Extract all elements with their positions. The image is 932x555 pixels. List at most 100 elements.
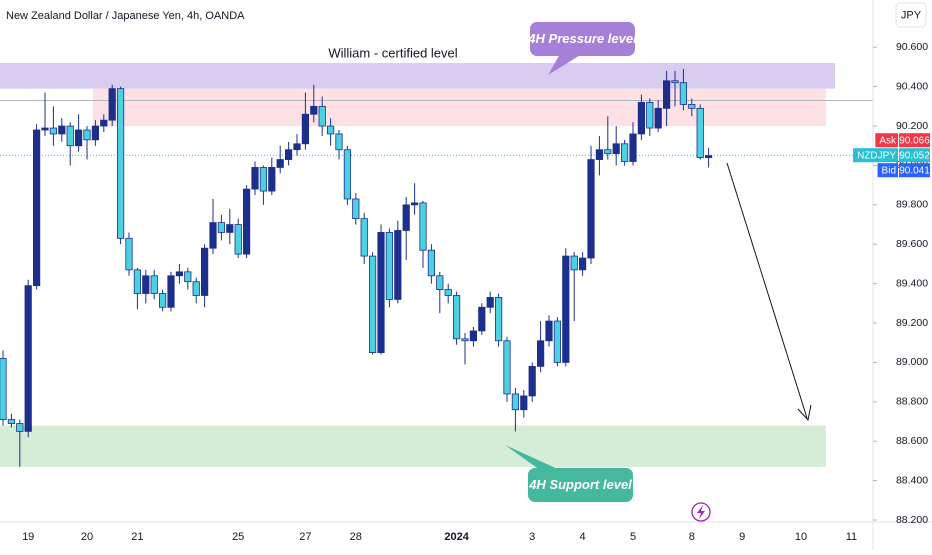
zone-label: William - certified level (328, 45, 457, 60)
candle-body (528, 365, 536, 397)
candle-body (503, 340, 511, 395)
y-tick-label: 88.400 (896, 474, 928, 486)
candle-body (368, 255, 377, 353)
x-tick-label: 3 (529, 531, 535, 543)
candle-body (621, 143, 629, 162)
candle-body (646, 102, 654, 129)
callout-text: 4H Pressure level (527, 31, 637, 46)
candle-body (58, 125, 66, 135)
arrow-head (797, 404, 812, 422)
y-tick-label: 88.800 (896, 396, 928, 408)
x-tick-label: 11 (846, 531, 857, 543)
candle-body (75, 129, 83, 147)
candle-body (100, 119, 108, 127)
zone (0, 63, 835, 89)
price-value: 90.041 (899, 165, 930, 176)
callout-pointer (548, 54, 582, 75)
candle-body (293, 143, 301, 151)
x-tick-label: 21 (131, 531, 143, 543)
currency-label[interactable]: JPY (901, 9, 922, 21)
candle-body (444, 289, 452, 296)
price-value-box (899, 133, 930, 148)
y-tick-label: 89.200 (896, 317, 928, 329)
candle-body (352, 198, 360, 220)
x-tick-label: 4 (580, 531, 586, 543)
y-tick-label: 89.400 (896, 277, 928, 289)
candle-body (276, 159, 284, 168)
candle-body (142, 275, 150, 294)
x-tick-label: 25 (232, 531, 244, 543)
candle-body (654, 107, 662, 129)
candle-body (175, 271, 183, 277)
candle-body (326, 125, 335, 135)
candle-body (284, 149, 293, 160)
candle-body (209, 222, 217, 249)
candle-body (511, 393, 520, 411)
candle-body (377, 232, 385, 353)
projection-arrow (726, 162, 808, 419)
candle-body (663, 80, 671, 109)
candle-body (360, 218, 368, 257)
candle-body (579, 257, 587, 271)
candle-body (570, 255, 578, 271)
candle-body (24, 285, 32, 432)
price-name: Ask (879, 135, 897, 146)
chart-title: New Zealand Dollar / Japanese Yen, 4h, O… (6, 10, 245, 22)
candle-body (587, 159, 595, 259)
candle-body (537, 340, 545, 367)
price-name: Bid (882, 165, 896, 176)
candle-body (7, 419, 15, 424)
candle-body (318, 105, 326, 127)
background-layer (0, 63, 873, 467)
y-tick-label: 89.600 (896, 238, 928, 250)
candle-body (108, 88, 116, 121)
candle-body (259, 167, 268, 192)
candle-body (49, 127, 58, 135)
candle-body (268, 167, 276, 192)
price-value-box (899, 148, 930, 163)
candle-body (184, 271, 192, 283)
x-tick-label: 19 (22, 531, 34, 543)
candle-body (394, 230, 402, 300)
candle-body (343, 149, 352, 200)
candle-body (452, 295, 461, 340)
price-value-box (899, 163, 930, 178)
candle-body (310, 105, 318, 115)
price-value: 90.052 (899, 150, 930, 161)
candle-body (595, 149, 604, 160)
candle-body (545, 320, 553, 342)
candle-body (427, 249, 436, 277)
candle-body (192, 281, 200, 296)
candle-body (125, 237, 133, 271)
currency-button[interactable] (895, 2, 927, 28)
candle-body (478, 306, 486, 332)
candle-body (158, 293, 167, 308)
callout-box (530, 22, 635, 56)
candle-body (251, 167, 259, 190)
candle-body (385, 232, 394, 300)
candle-body (66, 125, 74, 147)
candle-body (133, 269, 141, 294)
candle-body (486, 297, 494, 308)
y-tick-label: 88.600 (896, 435, 928, 447)
candle-body (637, 102, 646, 135)
candle-body (696, 107, 704, 158)
candle-body (520, 395, 528, 411)
price-value: 90.066 (899, 135, 930, 146)
y-tick-label: 88.200 (896, 514, 928, 526)
candle-body (117, 88, 125, 239)
candle-body (226, 224, 234, 233)
candle-body (33, 129, 41, 287)
zone (0, 425, 826, 467)
candle-body (335, 133, 343, 151)
y-tick-label: 89.000 (896, 356, 928, 368)
callout-text: 4H Support level (528, 477, 632, 492)
candle-body (410, 202, 419, 206)
candle-body (705, 155, 713, 158)
y-tick-label: 89.800 (896, 199, 928, 211)
zone (93, 88, 826, 127)
candle-body (150, 275, 158, 294)
